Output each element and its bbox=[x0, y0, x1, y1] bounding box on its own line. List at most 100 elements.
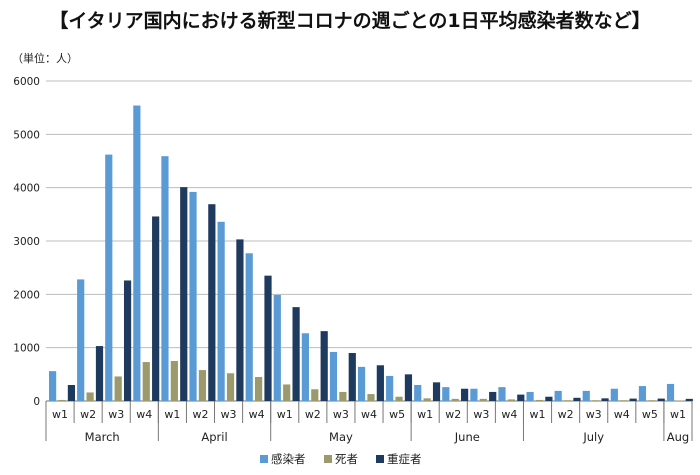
bar bbox=[404, 374, 413, 401]
bar bbox=[498, 387, 506, 401]
bar bbox=[180, 187, 188, 401]
bar bbox=[170, 361, 178, 401]
x-tick-label: w5 bbox=[389, 408, 405, 421]
chart-title: 【イタリア国内における新型コロナの週ごとの1日平均感染者数など】 bbox=[49, 10, 651, 32]
bar bbox=[451, 398, 459, 401]
bar bbox=[592, 400, 600, 401]
bar bbox=[563, 400, 572, 401]
unit-label: （単位：人） bbox=[12, 52, 78, 65]
bar bbox=[638, 386, 647, 401]
bar bbox=[357, 366, 366, 401]
x-tick-label: w1 bbox=[52, 408, 68, 421]
legend-swatch bbox=[376, 455, 384, 463]
x-tick-label: w4 bbox=[501, 408, 517, 421]
x-tick-label: w2 bbox=[558, 408, 574, 421]
bar bbox=[339, 391, 347, 401]
bar bbox=[217, 221, 225, 401]
bar bbox=[573, 397, 581, 401]
bar bbox=[554, 390, 562, 401]
x-tick-label: w4 bbox=[249, 408, 265, 421]
bar bbox=[479, 398, 487, 401]
bar bbox=[489, 391, 497, 401]
bar bbox=[386, 375, 394, 401]
bar bbox=[685, 398, 693, 401]
x-tick-label: w1 bbox=[417, 408, 433, 421]
x-tick-label: w2 bbox=[445, 408, 461, 421]
legend-swatch bbox=[260, 455, 268, 463]
x-tick-label: w1 bbox=[670, 408, 686, 421]
bar bbox=[395, 396, 403, 401]
bar bbox=[273, 294, 281, 401]
bar bbox=[432, 382, 441, 401]
bar bbox=[601, 398, 609, 401]
bar bbox=[320, 331, 328, 401]
bar bbox=[676, 400, 684, 401]
y-tick-label: 4000 bbox=[13, 183, 40, 195]
bar bbox=[114, 376, 122, 401]
x-tick-label: w1 bbox=[530, 408, 546, 421]
x-tick-label: w3 bbox=[586, 408, 602, 421]
bar bbox=[198, 370, 207, 401]
month-label: March bbox=[85, 430, 120, 444]
bar bbox=[236, 239, 244, 401]
x-tick-label: w3 bbox=[473, 408, 489, 421]
bar bbox=[49, 371, 57, 401]
bar bbox=[292, 307, 300, 401]
y-tick-label: 5000 bbox=[13, 129, 40, 141]
bar bbox=[301, 333, 309, 401]
y-axis-labels: 0 1000 2000 3000 4000 5000 6000 bbox=[13, 76, 40, 408]
bar bbox=[161, 156, 169, 401]
bar bbox=[142, 362, 150, 401]
bar bbox=[255, 377, 263, 401]
bar bbox=[86, 392, 94, 401]
legend-label: 重症者 bbox=[387, 452, 422, 466]
x-tick-label: w3 bbox=[221, 408, 237, 421]
bar bbox=[311, 389, 319, 401]
legend: 感染者 死者 重症者 bbox=[260, 452, 422, 466]
month-label: June bbox=[454, 430, 480, 444]
y-tick-label: 2000 bbox=[13, 289, 40, 301]
x-tick-label: w2 bbox=[80, 408, 96, 421]
x-tick-label: w4 bbox=[136, 408, 152, 421]
y-tick-label: 1000 bbox=[13, 343, 40, 355]
bar bbox=[535, 399, 544, 401]
x-tick-label: w1 bbox=[164, 408, 180, 421]
bar bbox=[208, 204, 216, 401]
bar bbox=[77, 279, 85, 401]
bar bbox=[620, 400, 628, 401]
gridlines bbox=[46, 80, 692, 402]
bar bbox=[442, 387, 450, 401]
bar bbox=[264, 275, 272, 401]
x-tick-label: w2 bbox=[305, 408, 321, 421]
legend-swatch bbox=[324, 455, 332, 463]
bar bbox=[348, 353, 356, 401]
x-tick-label: w4 bbox=[614, 408, 630, 421]
bar bbox=[226, 373, 235, 401]
bar bbox=[67, 385, 75, 401]
bar bbox=[507, 399, 515, 401]
x-tick-label: w3 bbox=[333, 408, 349, 421]
bar bbox=[95, 346, 104, 401]
y-tick-label: 3000 bbox=[13, 236, 40, 248]
bar bbox=[152, 216, 160, 401]
bar bbox=[648, 400, 656, 401]
x-tick-label: w1 bbox=[277, 408, 293, 421]
bar bbox=[283, 384, 291, 401]
bar bbox=[545, 396, 553, 401]
bar bbox=[329, 351, 338, 401]
month-label: Aug bbox=[667, 430, 689, 444]
bar bbox=[423, 398, 431, 401]
bar bbox=[58, 399, 66, 401]
legend-label: 感染者 bbox=[271, 452, 306, 466]
x-tick-label: w2 bbox=[192, 408, 208, 421]
y-tick-label: 6000 bbox=[13, 76, 40, 88]
bars bbox=[49, 105, 693, 402]
bar bbox=[470, 388, 478, 401]
bar bbox=[123, 280, 132, 401]
month-label: July bbox=[582, 430, 604, 444]
bar bbox=[666, 383, 675, 401]
month-label: April bbox=[201, 430, 227, 444]
month-label: May bbox=[329, 430, 353, 444]
bar bbox=[629, 398, 637, 401]
